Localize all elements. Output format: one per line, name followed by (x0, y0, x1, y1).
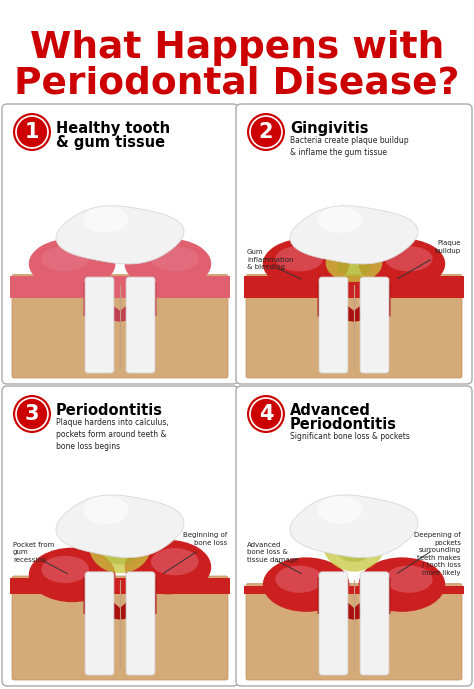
Circle shape (13, 113, 51, 151)
Ellipse shape (41, 246, 89, 271)
Ellipse shape (84, 535, 155, 554)
Ellipse shape (101, 536, 139, 564)
FancyBboxPatch shape (85, 277, 114, 373)
FancyBboxPatch shape (12, 576, 228, 680)
Text: Healthy tooth: Healthy tooth (56, 121, 170, 136)
FancyBboxPatch shape (246, 584, 462, 680)
FancyBboxPatch shape (236, 104, 472, 384)
FancyBboxPatch shape (246, 274, 462, 378)
Text: Pocket from
gum
recession: Pocket from gum recession (13, 542, 55, 563)
Ellipse shape (358, 238, 445, 289)
Circle shape (247, 395, 285, 433)
Ellipse shape (29, 238, 116, 289)
Text: Deepening of
pockets
surrounding
teeth makes
/ tooth loss
more likely: Deepening of pockets surrounding teeth m… (414, 532, 461, 575)
Ellipse shape (385, 246, 433, 271)
Text: Significant bone loss & pockets: Significant bone loss & pockets (290, 432, 410, 441)
Ellipse shape (83, 207, 128, 233)
Text: Advanced
bone loss &
tissue damage: Advanced bone loss & tissue damage (247, 542, 298, 563)
Ellipse shape (83, 496, 128, 524)
FancyBboxPatch shape (360, 572, 389, 675)
Polygon shape (318, 577, 391, 619)
Text: Gingivitis: Gingivitis (290, 121, 368, 136)
FancyBboxPatch shape (126, 277, 155, 373)
Polygon shape (244, 276, 464, 298)
Text: Periodontal Disease?: Periodontal Disease? (14, 66, 460, 102)
Polygon shape (318, 282, 391, 322)
Polygon shape (10, 276, 230, 298)
Text: & gum tissue: & gum tissue (56, 135, 165, 150)
Ellipse shape (385, 566, 433, 593)
FancyBboxPatch shape (12, 274, 228, 378)
Polygon shape (83, 577, 156, 619)
Ellipse shape (317, 207, 362, 233)
Text: Periodontitis: Periodontitis (56, 403, 163, 418)
Ellipse shape (321, 507, 387, 572)
Polygon shape (10, 578, 230, 595)
Polygon shape (56, 495, 184, 557)
Ellipse shape (337, 258, 371, 276)
Text: 4: 4 (259, 404, 273, 424)
Ellipse shape (275, 246, 323, 271)
Ellipse shape (319, 535, 390, 554)
Text: 1: 1 (25, 122, 39, 142)
Ellipse shape (358, 557, 445, 612)
Text: What Happens with: What Happens with (30, 30, 444, 66)
Polygon shape (290, 495, 418, 557)
Ellipse shape (29, 548, 116, 602)
Ellipse shape (151, 548, 199, 575)
Text: Plaque hardens into calculus,
pockets form around teeth &
bone loss begins: Plaque hardens into calculus, pockets fo… (56, 418, 169, 451)
Circle shape (13, 395, 51, 433)
Ellipse shape (326, 245, 382, 282)
Ellipse shape (151, 246, 199, 271)
Ellipse shape (319, 243, 390, 260)
Ellipse shape (84, 243, 155, 260)
FancyBboxPatch shape (126, 572, 155, 675)
FancyBboxPatch shape (2, 104, 238, 384)
Ellipse shape (334, 530, 374, 562)
Text: Gum
inflammation
& bleeding: Gum inflammation & bleeding (247, 249, 293, 270)
FancyBboxPatch shape (85, 572, 114, 675)
Ellipse shape (41, 556, 89, 583)
FancyBboxPatch shape (319, 277, 348, 373)
Text: Bacteria create plaque buildup
& inflame the gum tissue: Bacteria create plaque buildup & inflame… (290, 136, 409, 157)
Circle shape (247, 113, 285, 151)
FancyBboxPatch shape (236, 386, 472, 686)
Ellipse shape (275, 566, 323, 593)
Text: Plaque
buildup: Plaque buildup (435, 240, 461, 254)
Ellipse shape (125, 238, 211, 289)
Polygon shape (56, 206, 184, 264)
Ellipse shape (317, 496, 362, 524)
Text: Periodontitis: Periodontitis (290, 417, 397, 432)
Polygon shape (244, 586, 464, 595)
Ellipse shape (125, 540, 211, 595)
Text: 2: 2 (259, 122, 273, 142)
FancyBboxPatch shape (360, 277, 389, 373)
Ellipse shape (263, 238, 349, 289)
Ellipse shape (263, 557, 349, 612)
Text: Beginning of
bone loss: Beginning of bone loss (183, 532, 227, 546)
Text: Advanced: Advanced (290, 403, 371, 418)
Text: 3: 3 (25, 404, 39, 424)
Polygon shape (290, 206, 418, 264)
Ellipse shape (89, 516, 152, 573)
FancyBboxPatch shape (319, 572, 348, 675)
Polygon shape (83, 282, 156, 322)
FancyBboxPatch shape (2, 386, 238, 686)
